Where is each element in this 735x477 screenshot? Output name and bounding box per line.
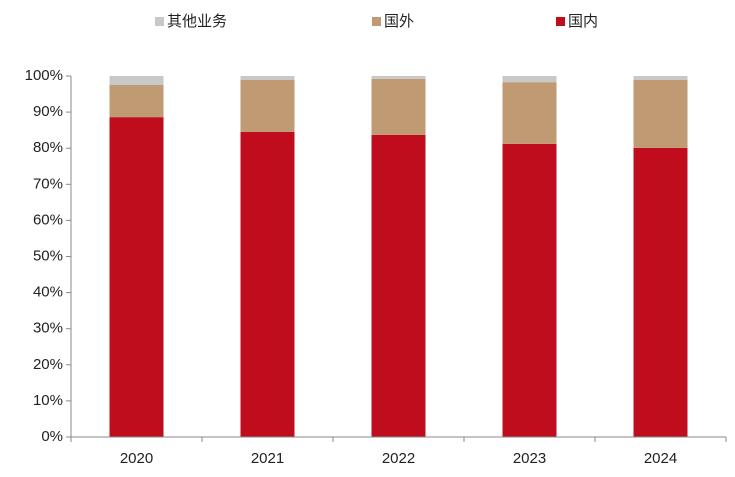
bar-segment xyxy=(502,82,557,144)
bar-segment xyxy=(109,85,164,118)
legend-swatch xyxy=(372,17,381,26)
y-tick-label: 50% xyxy=(33,247,63,264)
x-tick-label: 2021 xyxy=(251,450,284,467)
y-tick-label: 20% xyxy=(33,356,63,373)
y-tick-label: 100% xyxy=(25,67,63,84)
y-tick-label: 90% xyxy=(33,103,63,120)
legend-swatch xyxy=(155,17,164,26)
bar-segment xyxy=(502,76,557,83)
bar-segment xyxy=(240,131,295,437)
x-tick-label: 2022 xyxy=(382,450,415,467)
legend-label: 其他业务 xyxy=(167,13,227,30)
bar-segment xyxy=(633,79,688,148)
y-tick-label: 70% xyxy=(33,175,63,192)
y-tick-label: 40% xyxy=(33,284,63,301)
x-tick-label: 2023 xyxy=(513,450,546,467)
x-tick-label: 2020 xyxy=(120,450,153,467)
bar-segment xyxy=(371,78,426,135)
y-tick-label: 0% xyxy=(41,428,63,445)
bar-segment xyxy=(502,143,557,438)
bar-segment xyxy=(240,79,295,132)
y-tick-label: 10% xyxy=(33,392,63,409)
legend-swatch xyxy=(556,17,565,26)
y-tick-label: 30% xyxy=(33,320,63,337)
bar-segment xyxy=(109,117,164,438)
bar-segment xyxy=(109,76,164,86)
bar-segment xyxy=(240,76,295,80)
bar-segment xyxy=(371,134,426,437)
y-tick-label: 80% xyxy=(33,139,63,156)
bar-segment xyxy=(633,147,688,438)
legend-label: 国内 xyxy=(568,13,598,30)
legend-label: 国外 xyxy=(384,13,414,30)
y-tick-label: 60% xyxy=(33,211,63,228)
bar-segment xyxy=(371,76,426,79)
bar-segment xyxy=(633,76,688,80)
x-tick-label: 2024 xyxy=(644,450,677,467)
